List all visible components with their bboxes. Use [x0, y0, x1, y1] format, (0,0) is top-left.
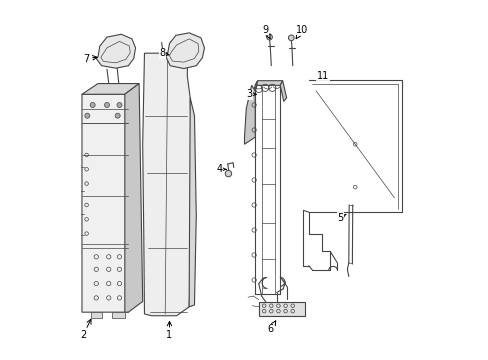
Polygon shape	[124, 84, 142, 312]
Text: 5: 5	[336, 212, 346, 222]
Circle shape	[225, 170, 231, 177]
Text: 2: 2	[80, 319, 91, 341]
Circle shape	[115, 113, 120, 118]
Polygon shape	[244, 85, 255, 144]
Polygon shape	[251, 81, 257, 102]
Polygon shape	[258, 302, 304, 316]
Polygon shape	[82, 84, 139, 94]
Polygon shape	[112, 312, 124, 318]
Text: 3: 3	[245, 89, 256, 99]
Text: 4: 4	[216, 164, 225, 174]
Circle shape	[104, 103, 109, 108]
Text: 10: 10	[295, 25, 307, 39]
Polygon shape	[82, 94, 128, 312]
Text: 9: 9	[262, 25, 269, 39]
Circle shape	[288, 35, 294, 41]
Text: 1: 1	[166, 321, 172, 341]
Text: 8: 8	[159, 48, 168, 58]
Circle shape	[84, 113, 90, 118]
Text: 11: 11	[316, 71, 328, 81]
Polygon shape	[189, 98, 196, 307]
Circle shape	[117, 103, 122, 108]
Circle shape	[90, 103, 95, 108]
Text: 7: 7	[83, 54, 97, 64]
Text: 6: 6	[267, 321, 275, 334]
Polygon shape	[165, 33, 204, 68]
Polygon shape	[255, 81, 282, 85]
Polygon shape	[142, 53, 192, 316]
Polygon shape	[280, 81, 286, 102]
Polygon shape	[91, 312, 102, 318]
Polygon shape	[96, 34, 135, 68]
Circle shape	[266, 34, 272, 40]
